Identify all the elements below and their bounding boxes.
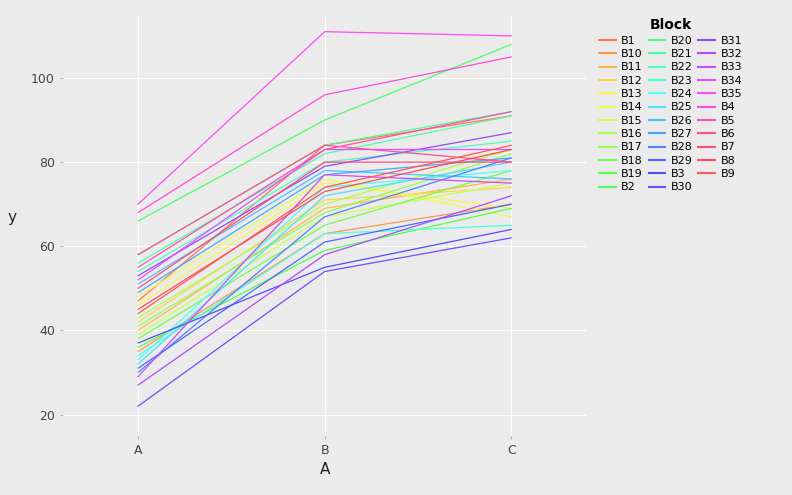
Legend: B1, B10, B11, B12, B13, B14, B15, B16, B17, B18, B19, B2, B20, B21, B22, B23, B2: B1, B10, B11, B12, B13, B14, B15, B16, B… — [597, 16, 744, 195]
Y-axis label: y: y — [7, 210, 16, 225]
X-axis label: A: A — [319, 462, 330, 478]
